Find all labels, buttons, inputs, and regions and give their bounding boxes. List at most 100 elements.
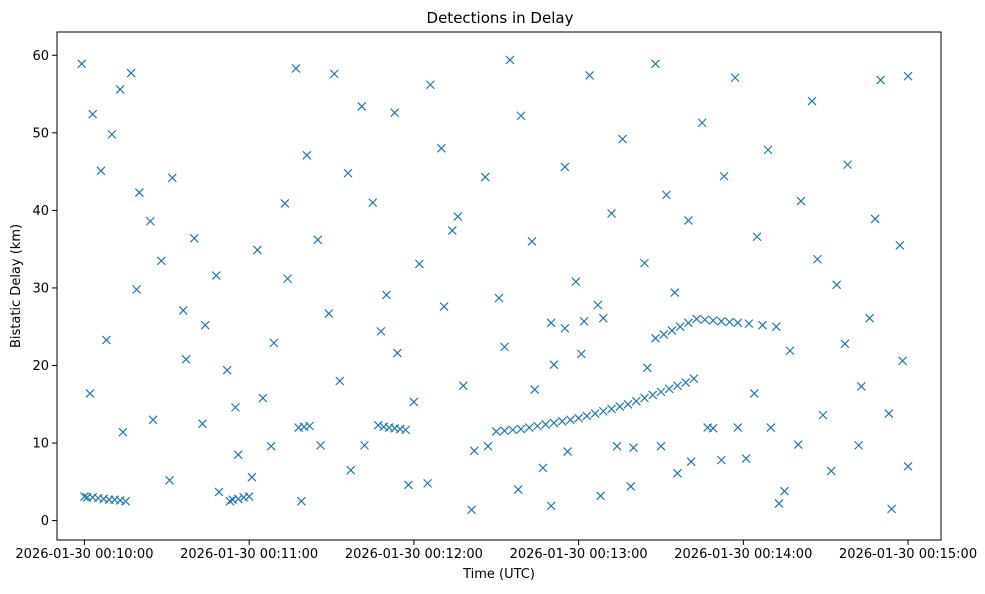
data-point <box>648 390 658 400</box>
data-point <box>623 399 633 409</box>
data-point <box>733 318 743 328</box>
data-point <box>357 102 367 111</box>
data-point <box>615 402 625 412</box>
data-point <box>414 259 424 269</box>
data-point <box>233 450 243 460</box>
data-point <box>392 348 402 358</box>
data-point <box>585 71 595 80</box>
y-tick-label: 50 <box>32 126 49 141</box>
data-point <box>280 198 290 208</box>
y-tick-label: 60 <box>32 49 49 64</box>
data-point <box>697 118 707 128</box>
data-point <box>884 409 894 419</box>
data-point <box>826 466 836 476</box>
data-point <box>582 411 592 421</box>
x-tick-label: 2026-01-30 00:12:00 <box>345 547 483 562</box>
data-point <box>500 426 509 436</box>
data-point <box>703 423 713 432</box>
data-point <box>708 316 718 325</box>
plot-frame <box>56 31 942 541</box>
data-point <box>571 277 581 287</box>
data-point <box>642 363 652 373</box>
data-point <box>565 415 575 425</box>
data-point <box>107 129 117 139</box>
data-point <box>763 145 773 155</box>
data-point <box>898 356 907 366</box>
data-point <box>667 326 677 336</box>
data-point <box>684 318 693 328</box>
data-point <box>818 410 828 420</box>
data-point <box>360 440 369 450</box>
data-point <box>329 69 339 79</box>
data-point <box>785 346 795 356</box>
data-point <box>390 108 400 118</box>
data-point <box>80 492 89 501</box>
data-point <box>557 416 567 426</box>
data-point <box>686 457 696 467</box>
chart-title: Detections in Delay <box>427 9 574 27</box>
x-axis: 2026-01-30 00:10:00 2026-01-30 00:11:00 20… <box>15 540 977 562</box>
data-point <box>247 472 257 482</box>
data-point <box>651 333 660 343</box>
data-point <box>546 501 556 511</box>
data-point <box>453 212 463 222</box>
y-tick-label: 40 <box>32 204 49 219</box>
data-point <box>373 420 383 430</box>
data-point <box>870 214 880 224</box>
data-point <box>662 190 671 200</box>
data-point <box>335 376 345 386</box>
data-point <box>222 365 232 375</box>
data-point <box>368 198 378 208</box>
data-point <box>343 168 353 178</box>
data-point <box>269 338 279 348</box>
data-point <box>200 320 210 330</box>
data-point <box>494 293 504 303</box>
data-point <box>316 440 325 450</box>
data-point <box>533 421 542 431</box>
data-point <box>516 424 526 434</box>
data-point <box>549 418 559 428</box>
data-point <box>483 441 493 451</box>
data-point <box>656 441 666 451</box>
data-point <box>681 378 691 387</box>
y-tick-label: 10 <box>32 437 49 452</box>
data-point <box>118 427 128 437</box>
data-point <box>283 274 293 284</box>
data-point <box>508 425 518 435</box>
data-point <box>741 454 751 463</box>
data-point <box>516 111 526 121</box>
data-point <box>132 285 142 294</box>
data-point <box>541 420 551 429</box>
data-point <box>538 463 548 473</box>
data-point <box>211 271 221 280</box>
data-point <box>409 397 419 407</box>
data-point <box>640 258 649 268</box>
data-point <box>178 306 188 315</box>
data-point <box>527 236 537 246</box>
data-point <box>156 256 166 266</box>
data-point <box>854 440 864 450</box>
data-point <box>96 166 106 176</box>
data-point <box>865 313 875 323</box>
y-tick-label: 0 <box>41 514 49 529</box>
data-point <box>423 478 433 488</box>
data-point <box>631 396 641 406</box>
data-point <box>752 232 762 242</box>
data-point <box>560 162 570 172</box>
data-point <box>469 446 479 456</box>
x-tick-label: 2026-01-30 00:15:00 <box>839 547 977 562</box>
data-point <box>296 496 306 506</box>
data-point <box>145 216 155 226</box>
data-point <box>500 342 509 352</box>
data-point <box>598 406 608 416</box>
data-point <box>574 413 584 423</box>
data-point <box>843 160 853 170</box>
x-axis-label: Time (UTC) <box>462 567 535 582</box>
data-point <box>505 55 515 65</box>
data-point <box>730 73 740 83</box>
data-point <box>134 188 144 197</box>
data-point <box>793 440 803 450</box>
data-point <box>612 441 622 451</box>
data-point <box>524 423 534 432</box>
